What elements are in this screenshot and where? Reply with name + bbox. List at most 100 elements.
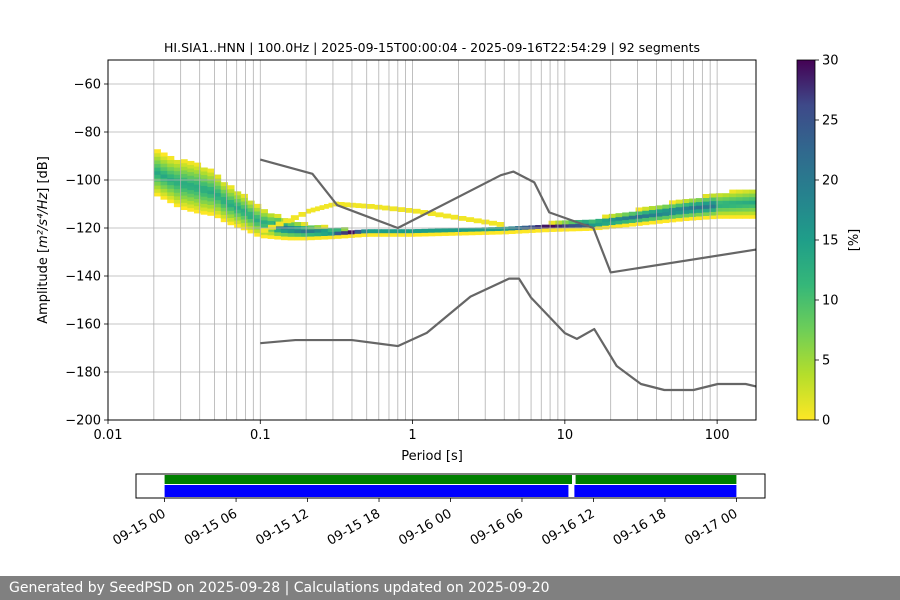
heatmap-cell: [648, 209, 657, 214]
heatmap-cell: [298, 212, 307, 217]
y-tick-label: −120: [65, 222, 101, 237]
heatmap-cell: [234, 198, 242, 203]
heatmap-cell: [267, 227, 275, 232]
heatmap-cell: [287, 222, 295, 226]
heatmap-cell: [655, 205, 663, 210]
heatmap-cell: [234, 202, 242, 207]
heatmap-cell: [729, 200, 737, 205]
heatmap-cell: [729, 214, 737, 219]
heatmap-cell: [227, 206, 235, 211]
heatmap-cell: [389, 206, 398, 212]
data-coverage-segment: [575, 475, 737, 484]
heatmap-cell: [321, 235, 329, 240]
y-axis-label: Amplitude [m²/s⁴/Hz] [dB]: [36, 156, 51, 324]
timeline-tick-label: 09-15 06: [182, 506, 240, 548]
heatmap-cell: [240, 204, 248, 209]
heatmap-cell: [682, 213, 690, 218]
heatmap-cell: [319, 205, 325, 210]
heatmap-cell: [695, 198, 703, 203]
heatmap-cell: [227, 210, 235, 215]
heatmap-cell: [227, 221, 235, 226]
heatmap-cell: [682, 199, 690, 204]
heatmap-cell: [173, 192, 181, 197]
heatmap-cell: [200, 207, 208, 212]
heatmap-cell: [742, 196, 750, 201]
heatmap-cell: [287, 232, 295, 237]
x-tick-label: 0.01: [94, 428, 123, 443]
heatmap-cell: [735, 204, 744, 208]
heatmap-cell: [254, 229, 262, 234]
heatmap-cell: [167, 166, 175, 171]
heatmap-cell: [709, 211, 717, 216]
heatmap-cell: [214, 199, 222, 204]
heatmap-cell: [408, 229, 416, 234]
heatmap-cell: [622, 219, 630, 224]
timeline-tick-label: 09-15 18: [325, 506, 383, 548]
heatmap-cell: [729, 207, 737, 212]
colorbar-tick-label: 25: [822, 114, 839, 129]
heatmap-cell: [220, 200, 228, 205]
heatmap-cell: [187, 204, 195, 209]
heatmap-cell: [187, 186, 195, 191]
heatmap-cell: [628, 215, 636, 220]
heatmap-cell: [207, 175, 215, 180]
heatmap-cell: [180, 188, 188, 193]
heatmap-cell: [474, 231, 483, 236]
y-tick-label: −100: [65, 174, 101, 189]
heatmap-cell: [207, 168, 215, 173]
heatmap-cell: [173, 181, 181, 186]
heatmap-cell: [227, 185, 235, 190]
heatmap-cell: [240, 193, 248, 198]
heatmap-cell: [214, 181, 222, 186]
heatmap-cell: [615, 216, 623, 221]
heatmap-cell: [382, 205, 391, 211]
heatmap-cell: [334, 234, 342, 239]
heatmap-cell: [541, 228, 549, 233]
y-tick-label: −80: [74, 126, 101, 141]
heatmap-cell: [541, 224, 549, 229]
heatmap-cell: [173, 170, 181, 175]
heatmap-cell: [167, 181, 175, 186]
heatmap-cell: [344, 202, 351, 208]
heatmap-cell: [555, 220, 563, 225]
heatmap-cell: [468, 231, 476, 236]
heatmap-cell: [669, 203, 677, 208]
heatmap-cell: [642, 217, 650, 222]
heatmap-cell: [689, 209, 697, 214]
heatmap-cell: [648, 216, 657, 221]
heatmap-cell: [214, 188, 222, 193]
heatmap-cell: [735, 214, 744, 219]
x-tick-label: 1: [408, 428, 416, 443]
heatmap-cell: [327, 231, 335, 236]
heatmap-cell: [160, 174, 168, 179]
heatmap-cell: [254, 211, 262, 216]
heatmap-cell: [709, 207, 717, 212]
heatmap-cell: [508, 230, 516, 234]
heatmap-cell: [334, 231, 342, 236]
heatmap-cell: [468, 227, 476, 232]
heatmap-cell: [254, 218, 262, 223]
heatmap-cell: [274, 231, 282, 236]
x-axis-ticks: 0.01 0.1 1 10 100: [94, 420, 730, 443]
heatmap-cell: [742, 204, 750, 208]
timeline-tick-label: 09-16 12: [539, 506, 597, 548]
heatmap-cell: [220, 207, 228, 212]
heatmap-cell: [187, 207, 195, 212]
heatmap-cell: [260, 219, 268, 224]
heatmap-cell: [441, 231, 449, 236]
heatmap-cell: [702, 197, 710, 202]
heatmap-cell: [675, 203, 683, 208]
heatmap-cell: [160, 163, 168, 168]
heatmap-cell: [715, 200, 723, 205]
heatmap-cell: [742, 193, 750, 198]
heatmap-cell: [608, 213, 616, 218]
heatmap-cell: [648, 220, 657, 225]
heatmap-cell: [749, 214, 757, 219]
heatmap-cell: [655, 219, 663, 224]
heatmap-cell: [153, 188, 161, 193]
heatmap-cell: [669, 214, 677, 219]
heatmap-cell: [275, 221, 284, 227]
heatmap-cell: [220, 192, 228, 197]
heatmap-cell: [207, 193, 215, 198]
heatmap-cell: [622, 216, 630, 221]
